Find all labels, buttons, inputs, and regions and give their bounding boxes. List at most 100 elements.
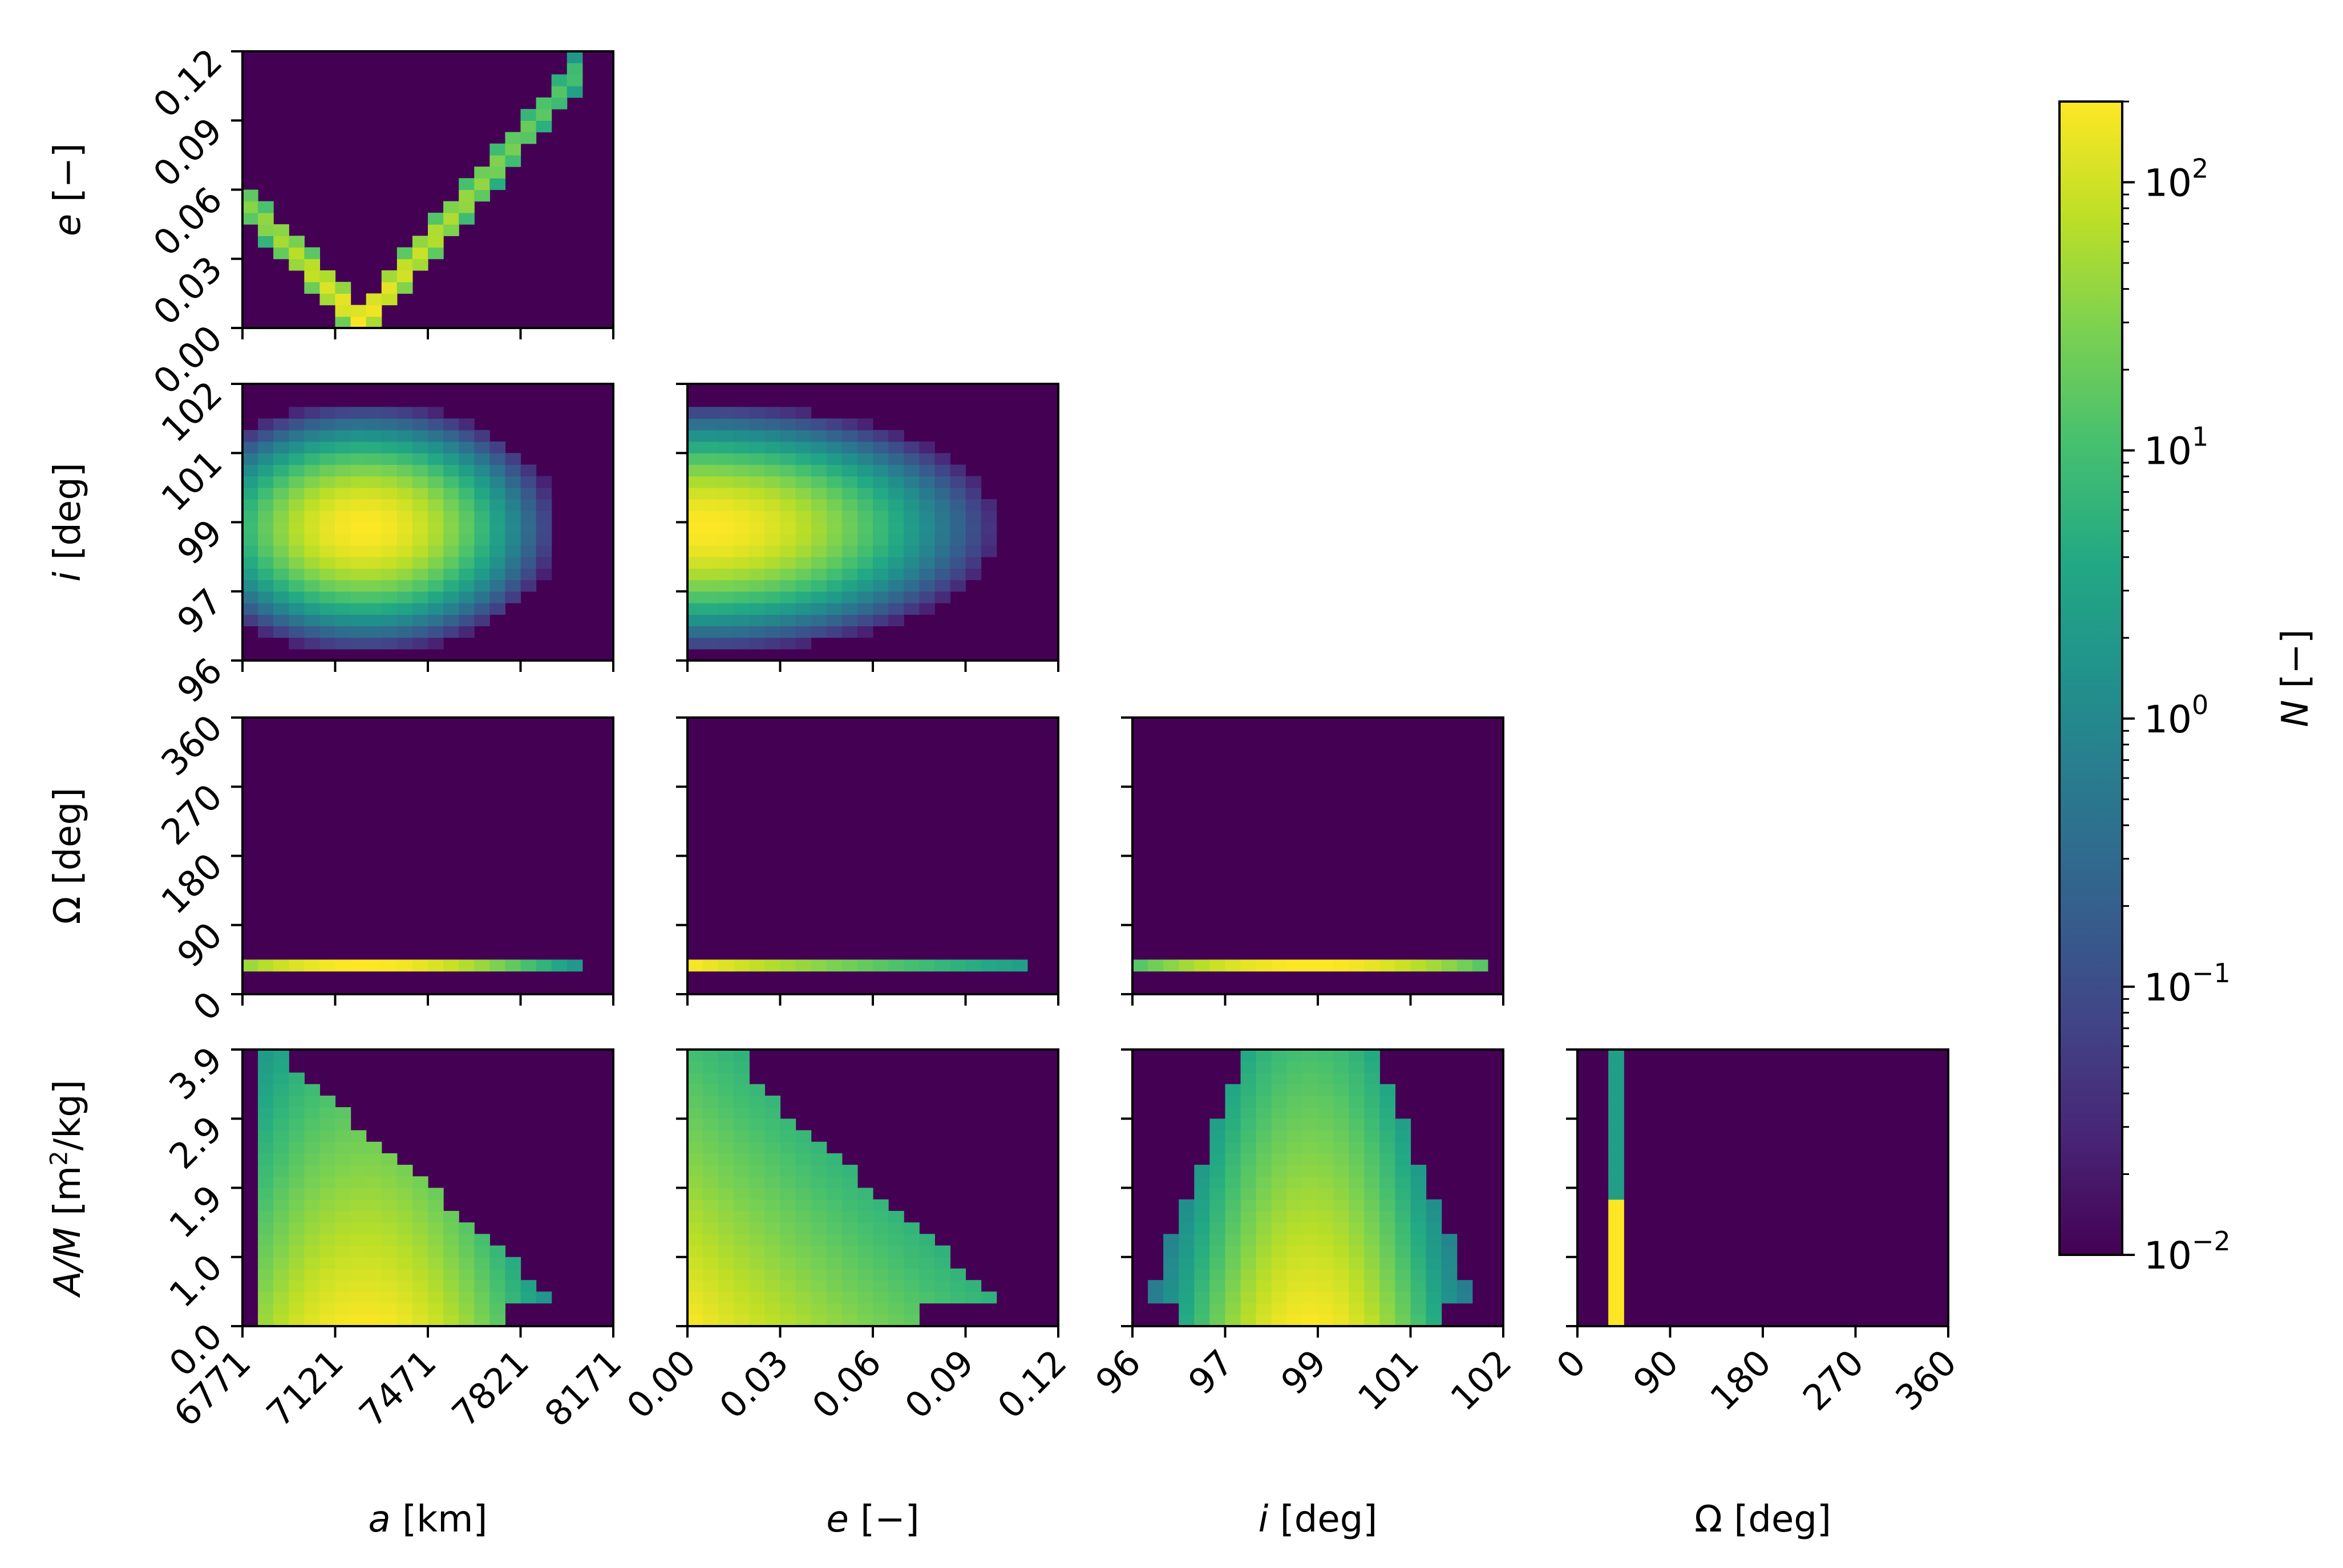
heatmap-cell [412,1188,428,1200]
heatmap-cell [1256,1141,1272,1154]
heatmap-cell [396,614,413,626]
heatmap-cell [428,1303,444,1315]
heatmap-cell [459,464,475,477]
heatmap-cell [780,614,796,626]
heatmap-cell [1364,1210,1380,1223]
heatmap-cell [780,1210,796,1223]
heatmap-cell [795,1280,812,1292]
heatmap-cell [826,1280,843,1292]
heatmap-cell [795,637,812,650]
heatmap-cell [1395,959,1411,972]
heatmap-cell [749,568,766,581]
heatmap-cell [780,1165,796,1177]
heatmap-cell [428,499,444,511]
heatmap-cell [242,614,258,626]
heatmap-cell [749,959,766,972]
heatmap-cell [335,1153,351,1165]
heatmap-cell [396,545,413,557]
heatmap-cell [1364,959,1380,972]
heatmap-cell [319,1268,336,1281]
heatmap-cell [811,430,827,442]
heatmap-cell [289,614,305,626]
heatmap-cell [428,487,444,500]
heatmap-cell [734,580,750,592]
y-tick-label: 180 [153,845,230,922]
heatmap-cell [1333,1291,1349,1304]
heatmap-cell [687,1141,703,1154]
heatmap-cell [687,1245,703,1258]
heatmap-cell [950,1280,966,1292]
heatmap-cell [780,1268,796,1281]
heatmap-cell [350,487,367,500]
heatmap-cell [1426,1245,1442,1258]
heatmap-cell [1240,1119,1257,1131]
heatmap-cell [687,626,703,638]
heatmap-cell [687,637,703,650]
heatmap-cell [258,1234,274,1246]
heatmap-cell [289,258,305,271]
heatmap-cell [474,591,490,603]
heatmap-cell [273,1119,289,1131]
heatmap-cell [428,1188,444,1200]
heatmap-cell [304,626,321,638]
heatmap-cell [412,533,428,546]
heatmap-cell [1379,1165,1396,1177]
heatmap-cell [749,464,766,477]
heatmap-cell [304,522,321,534]
heatmap-cell [412,580,428,592]
heatmap-cell [1608,1303,1624,1315]
heatmap-cell [1364,1095,1380,1108]
heatmap-cell [811,453,827,465]
heatmap-cell [1608,1245,1624,1258]
heatmap-cell [412,487,428,500]
heatmap-cell [811,1188,827,1200]
heatmap-cell [489,1303,506,1315]
heatmap-cell [428,464,444,477]
heatmap-cell [687,1314,703,1327]
heatmap-cell [811,1222,827,1234]
heatmap-cell [780,1199,796,1212]
heatmap-cell [319,293,336,306]
heatmap-cell [1333,1095,1349,1108]
heatmap-cell [1608,1141,1624,1154]
heatmap-cell [904,557,920,569]
heatmap-cell [1271,1199,1288,1212]
heatmap-cell [873,1314,889,1327]
heatmap-cell [366,1268,382,1281]
heatmap-cell [981,533,997,546]
heatmap-cell [366,293,382,306]
heatmap-cell [443,510,459,523]
heatmap-cell [1333,1234,1349,1246]
heatmap-cell [749,476,766,488]
heatmap-cell [381,418,398,431]
heatmap-cell [396,1199,413,1212]
heatmap-cell [381,464,398,477]
heatmap-cell [734,441,750,453]
heatmap-cell [289,1210,305,1223]
heatmap-cell [1318,1199,1334,1212]
heatmap-cell [1318,1268,1334,1281]
heatmap-cell [1194,1188,1211,1200]
heatmap-cell [459,178,475,191]
x-tick-label: 8171 [536,1342,629,1435]
heatmap-cell [396,453,413,465]
heatmap-cell [412,557,428,569]
heatmap-cell [273,1268,289,1281]
heatmap-cell [412,499,428,511]
heatmap-cell [536,1291,552,1304]
heatmap-cell [428,418,444,431]
heatmap-cell [1209,1210,1226,1223]
heatmap-cell [1410,1268,1427,1281]
heatmap-cell [319,453,336,465]
heatmap-cell [1179,1222,1195,1234]
heatmap-cell [520,959,537,972]
heatmap-cell [888,545,904,557]
heatmap-cell [258,1280,274,1292]
heatmap-cell [718,1314,734,1327]
heatmap-cell [687,441,703,453]
heatmap-cell [1333,1257,1349,1269]
heatmap-cell [1286,1188,1303,1200]
y-tick-label: 270 [153,776,230,853]
heatmap-cell [703,1257,719,1269]
heatmap-cell [289,637,305,650]
